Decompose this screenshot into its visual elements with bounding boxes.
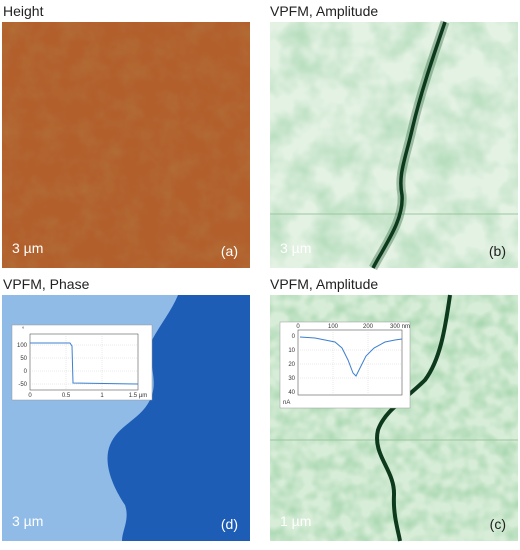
height-texture — [2, 22, 250, 268]
panel-a: Height 3 µm (a) — [2, 3, 250, 268]
domain-wall — [375, 294, 452, 542]
inset-y-tick: 0 — [24, 369, 28, 375]
inset-box — [279, 321, 411, 409]
inset-y-tick: 10 — [288, 348, 295, 354]
panel-label: (a) — [221, 243, 238, 259]
panel-title: VPFM, Amplitude — [270, 3, 378, 19]
phase-domain — [107, 295, 250, 541]
profile-inset: 0 10 20 30 40 nA 0 100 200 300 nm — [279, 321, 411, 409]
inset-x-tick: 100 — [328, 324, 339, 330]
inset-y-unit: nA — [283, 400, 290, 406]
panel-c: VPFM, Amplitude 0 10 20 30 40 nA 0 100 2… — [270, 276, 518, 542]
domain-wall — [371, 21, 447, 269]
inset-box — [11, 324, 153, 401]
panel-label: (b) — [489, 243, 506, 259]
panel-b: VPFM, Amplitude 3 µm (b) — [270, 3, 518, 271]
panel-d: VPFM, Phase ° 100 50 0 -50 0 0.5 1 1.5 µ… — [2, 276, 250, 541]
profile-curve — [30, 342, 139, 385]
panel-title: Height — [3, 3, 44, 19]
inset-x-tick: 1 — [100, 393, 104, 399]
inset-x-tick: 200 — [363, 324, 374, 330]
inset-axes — [297, 329, 403, 396]
inset-y-unit: ° — [22, 327, 25, 333]
profile-inset: ° 100 50 0 -50 0 0.5 1 1.5 µm — [11, 324, 153, 401]
panel-label: (d) — [221, 516, 238, 532]
inset-y-tick: 0 — [292, 334, 296, 340]
scale-label: 3 µm — [280, 240, 311, 256]
inset-x-tick: 0 — [296, 324, 300, 330]
panel-title: VPFM, Amplitude — [270, 276, 378, 292]
panel-label: (c) — [490, 516, 506, 532]
inset-axes — [29, 333, 139, 391]
scale-label: 3 µm — [12, 513, 43, 529]
inset-y-tick: 50 — [20, 356, 27, 362]
inset-y-tick: 40 — [288, 390, 295, 396]
inset-y-tick: 100 — [17, 343, 28, 349]
scale-label: 3 µm — [12, 240, 43, 256]
inset-x-tick: 0 — [28, 393, 32, 399]
profile-curve — [299, 336, 403, 377]
inset-y-tick: 20 — [288, 362, 295, 368]
scale-label: 1 µm — [280, 513, 311, 529]
inset-x-tick: 1.5 µm — [129, 393, 147, 399]
inset-y-tick: -50 — [18, 382, 27, 388]
panel-title: VPFM, Phase — [3, 276, 90, 292]
inset-x-tick: 0.5 — [62, 393, 71, 399]
inset-x-tick: 300 nm — [390, 324, 410, 330]
inset-y-tick: 30 — [288, 376, 295, 382]
